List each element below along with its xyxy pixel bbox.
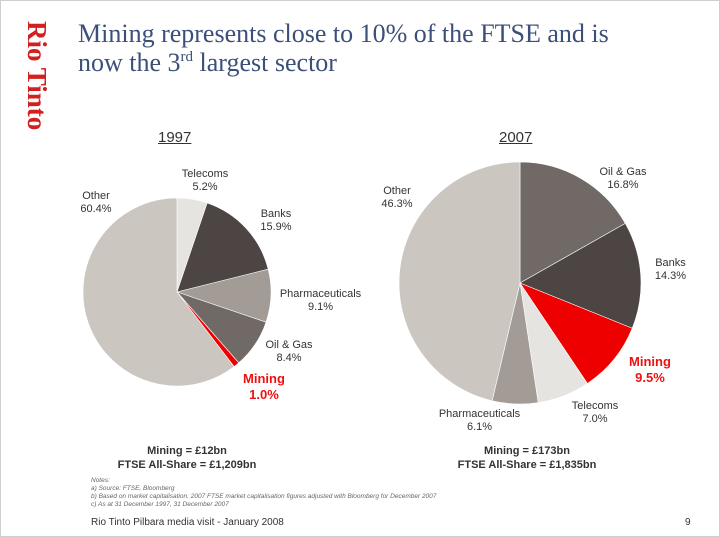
label-1997-telecoms: Telecoms 5.2%: [181, 168, 229, 193]
label-2007-banks: Banks 14.3%: [654, 257, 687, 282]
label-1997-mining: Mining 1.0%: [243, 371, 285, 402]
footer-text: Rio Tinto Pilbara media visit - January …: [91, 517, 284, 528]
chart-title-1997: 1997: [158, 129, 192, 146]
page-number: 9: [685, 517, 691, 528]
label-2007-pharmaceuticals: Pharmaceuticals 6.1%: [438, 408, 521, 433]
title-line-2: now the 3rd largest sector: [78, 48, 337, 77]
pie-slice-2007-oil-gas: [519, 161, 626, 284]
notes: Notes: a) Source: FTSE, Bloomberg b) Bas…: [91, 477, 437, 508]
summary-2007: Mining = £173bn FTSE All-Share = £1,835b…: [457, 445, 597, 471]
label-1997-oil-gas: Oil & Gas 8.4%: [265, 339, 313, 364]
page-title: Mining represents close to 10% of the FT…: [78, 19, 698, 77]
pie-slice-2007-other: [398, 161, 521, 402]
pie-chart-2007: [398, 161, 642, 405]
label-1997-pharmaceuticals: Pharmaceuticals 9.1%: [279, 288, 362, 313]
note-b: b) Based on market capitalisation. 2007 …: [91, 493, 437, 500]
label-1997-banks: Banks 15.9%: [260, 208, 292, 233]
pie-slice-1997-other: [82, 197, 235, 387]
chart-title-2007: 2007: [499, 129, 533, 146]
label-2007-telecoms: Telecoms 7.0%: [571, 400, 619, 425]
label-2007-oil-gas: Oil & Gas 16.8%: [599, 166, 647, 191]
title-line-1: Mining represents close to 10% of the FT…: [78, 19, 609, 48]
note-c: c) As at 31 December 1997, 31 December 2…: [91, 501, 229, 508]
rio-tinto-logo: Rio Tinto: [20, 19, 50, 131]
label-2007-other: Other 46.3%: [381, 185, 413, 210]
pie-chart-1997: [82, 197, 272, 387]
label-1997-other: Other 60.4%: [80, 190, 112, 215]
summary-1997: Mining = £12bn FTSE All-Share = £1,209bn: [117, 445, 257, 471]
pie-slice-2007-banks: [519, 222, 642, 329]
label-2007-mining: Mining 9.5%: [629, 354, 671, 385]
svg-text:Rio Tinto: Rio Tinto: [22, 21, 50, 130]
note-a: a) Source: FTSE, Bloomberg: [91, 485, 175, 492]
pie-slice-1997-banks: [176, 202, 269, 293]
